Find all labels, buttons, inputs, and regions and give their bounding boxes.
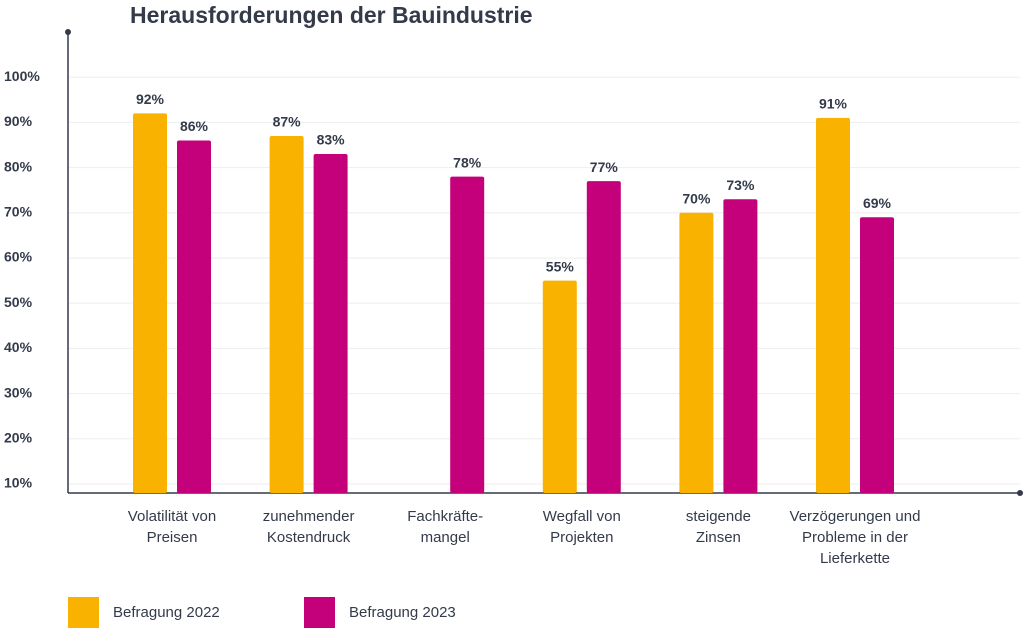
bar: [450, 176, 485, 494]
x-tick-label: steigende: [686, 508, 751, 525]
x-tick-label: mangel: [421, 529, 470, 546]
bar: [269, 135, 304, 493]
x-tick-label: Verzögerungen und: [790, 508, 921, 525]
x-tick-label: Wegfall von: [543, 508, 621, 525]
value-label: 78%: [453, 154, 482, 170]
x-tick-label: Preisen: [147, 529, 198, 546]
y-tick-label: 50%: [4, 294, 33, 310]
value-label: 87%: [273, 114, 302, 130]
y-tick-label: 70%: [4, 203, 33, 219]
y-tick-label: 100%: [4, 68, 40, 84]
chart-title: Herausforderungen der Bauindustrie: [130, 2, 533, 28]
value-label: 77%: [590, 159, 619, 175]
y-tick-label: 10%: [4, 475, 33, 491]
y-tick-label: 60%: [4, 249, 33, 265]
x-tick-label: Projekten: [550, 529, 613, 546]
y-tick-label: 80%: [4, 158, 33, 174]
y-tick-label: 90%: [4, 113, 33, 129]
bar: [177, 140, 211, 493]
bar: [133, 113, 167, 494]
value-label: 70%: [682, 190, 711, 206]
bar: [542, 280, 577, 493]
x-tick-label: Lieferkette: [820, 550, 890, 567]
bar: [313, 154, 348, 493]
legend-label: Befragung 2023: [349, 604, 456, 621]
bar: [586, 181, 621, 493]
y-tick-label: 40%: [4, 339, 33, 355]
value-label: 91%: [819, 96, 848, 112]
legend-label: Befragung 2022: [113, 604, 220, 621]
x-tick-label: Zinsen: [696, 529, 741, 546]
axis-end: [1017, 490, 1023, 496]
bar: [816, 117, 850, 493]
bar: [860, 217, 894, 493]
bar: [723, 199, 758, 493]
bar: [679, 212, 714, 494]
value-label: 73%: [726, 177, 755, 193]
x-tick-label: Fachkräfte-: [407, 508, 483, 525]
y-tick-label: 20%: [4, 429, 33, 445]
value-label: 92%: [136, 91, 165, 107]
legend-swatch: [68, 597, 99, 628]
y-tick-label: 30%: [4, 384, 33, 400]
value-label: 55%: [546, 258, 575, 274]
x-tick-label: Probleme in der: [802, 529, 908, 546]
x-tick-label: Kostendruck: [267, 529, 351, 546]
value-label: 86%: [180, 118, 209, 134]
value-label: 83%: [317, 132, 346, 148]
x-tick-label: Volatilität von: [128, 508, 216, 525]
legend-swatch: [304, 597, 335, 628]
value-label: 69%: [863, 195, 892, 211]
x-tick-label: zunehmender: [263, 508, 355, 525]
axis-end: [65, 29, 71, 35]
